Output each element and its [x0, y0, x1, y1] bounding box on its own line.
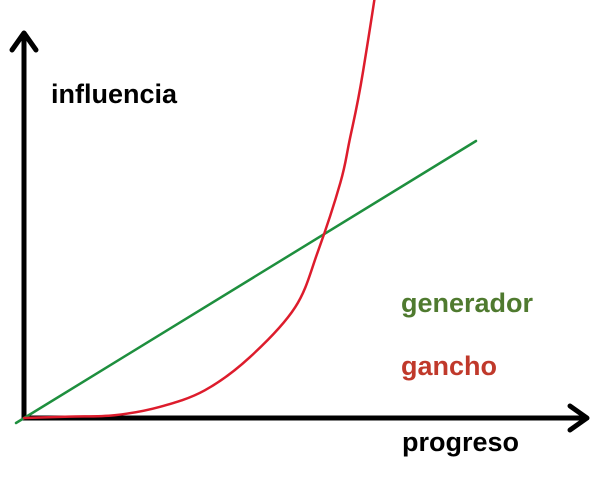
y-axis-label: influencia: [51, 79, 178, 109]
series-layer: [14, 0, 478, 425]
legend-item-gancho: gancho: [401, 351, 498, 381]
x-axis-label: progreso: [402, 427, 520, 457]
x-axis-arrowhead: [567, 403, 590, 433]
legend-item-generador: generador: [401, 288, 534, 318]
x-axis: [22, 403, 590, 433]
y-axis-arrowhead: [9, 30, 39, 53]
y-axis: [9, 30, 39, 420]
series-line-generador: [14, 139, 478, 425]
series-line-gancho: [22, 0, 376, 420]
